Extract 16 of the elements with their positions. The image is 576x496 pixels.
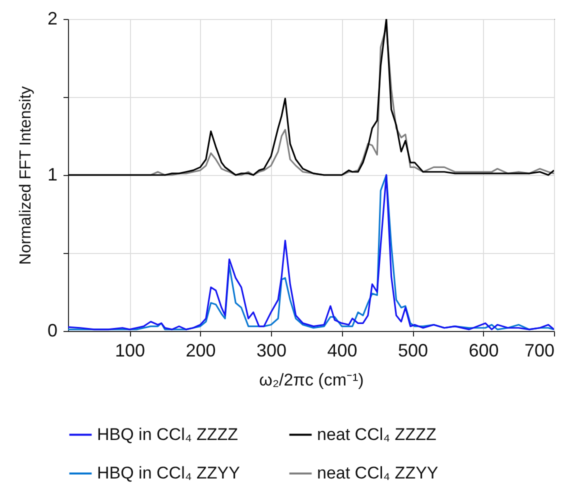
x-tick-label: 100 — [115, 340, 146, 360]
x-tick-label: 200 — [186, 340, 216, 360]
y-tick-label: 0 — [47, 320, 58, 340]
x-tick-label: 700 — [524, 340, 554, 360]
x-tick-label: 400 — [327, 340, 358, 360]
x-tick-label: 500 — [398, 340, 428, 360]
legend-label: HBQ in CCl₄ ZZYY — [97, 464, 240, 482]
x-tick-label: 300 — [256, 340, 287, 360]
legend-label: neat CCl₄ ZZZZ — [317, 424, 436, 444]
legend-label: HBQ in CCl₄ ZZZZ — [97, 424, 238, 444]
x-tick-label: 600 — [468, 340, 499, 360]
y-tick-label: 2 — [47, 8, 58, 28]
legend-label: neat CCl₄ ZZYY — [317, 464, 438, 482]
y-axis-title: Normalized FFT Intensity — [17, 86, 34, 265]
y-tick-label: 1 — [47, 164, 58, 184]
x-axis-title: ω₂/2πc (cm⁻¹) — [259, 370, 364, 390]
